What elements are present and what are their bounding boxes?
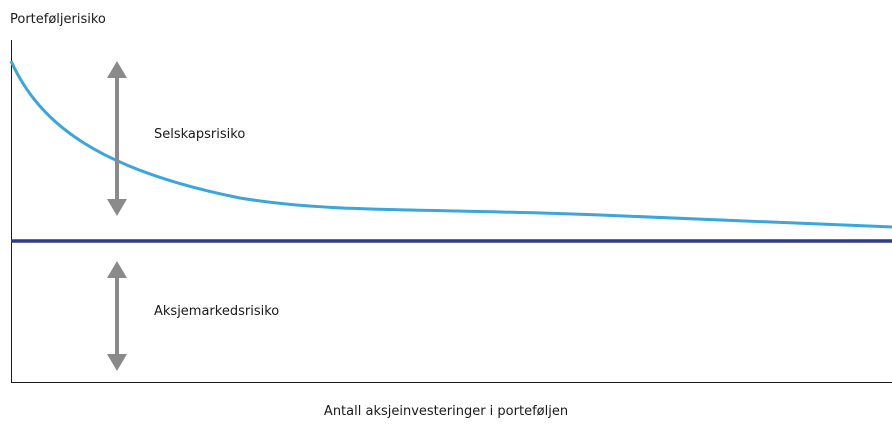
market-risk-arrow <box>107 261 127 371</box>
x-axis-label: Antall aksjeinvesteringer i porteføljen <box>323 404 569 419</box>
total-risk-curve <box>9 60 892 229</box>
company-risk-arrow <box>107 61 127 216</box>
market-risk-label: Aksjemarkedsrisiko <box>154 304 280 319</box>
company-risk-label: Selskapsrisiko <box>154 127 246 142</box>
y-axis-label: Porteføljerisiko <box>10 12 106 27</box>
